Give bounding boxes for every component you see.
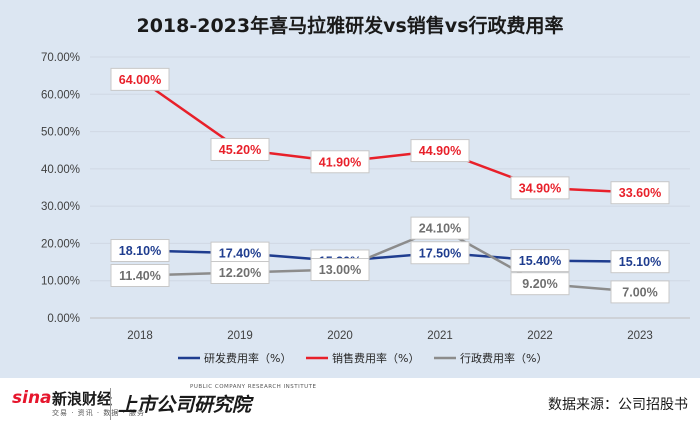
sina-logo: sina [12, 388, 52, 408]
data-label: 41.90% [310, 150, 370, 174]
sina-finance-name: 新浪财经 [52, 390, 113, 408]
x-tick-label: 2018 [127, 330, 153, 342]
y-tick-label: 60.00% [41, 89, 80, 101]
x-tick-label: 2023 [627, 330, 653, 342]
data-label-text: 7.00% [622, 285, 657, 299]
data-label-text: 13.00% [319, 263, 361, 277]
data-label: 44.90% [410, 139, 470, 163]
data-label-box [310, 258, 370, 282]
data-label-box [410, 139, 470, 163]
data-label: 17.50% [410, 241, 470, 265]
data-label: 9.20% [510, 272, 570, 296]
legend-item: 行政费用率（%） [434, 351, 547, 365]
y-tick-label: 70.00% [41, 52, 80, 64]
data-label-text: 64.00% [119, 73, 161, 87]
data-label: 24.10% [410, 216, 470, 240]
data-label-text: 33.60% [619, 186, 661, 200]
data-label-text: 11.40% [119, 269, 161, 283]
series-line-1 [139, 78, 641, 194]
data-label-text: 17.50% [419, 246, 461, 260]
legend-label: 销售费用率（%） [332, 351, 419, 365]
data-label-text: 44.90% [419, 144, 461, 158]
data-label: 64.00% [110, 67, 170, 91]
brand-divider [110, 388, 111, 420]
data-label-box [510, 176, 570, 200]
data-label: 17.40% [210, 241, 270, 265]
data-label: 34.90% [510, 176, 570, 200]
data-labels: 18.10%17.40%15.30%17.50%15.40%15.10%64.0… [110, 67, 670, 304]
data-label-text: 12.20% [219, 266, 261, 280]
x-tick-label: 2020 [327, 330, 353, 342]
grid-layer [90, 56, 690, 319]
data-label: 15.40% [510, 249, 570, 273]
data-label-box [310, 150, 370, 174]
data-label-text: 41.90% [319, 155, 361, 169]
data-label-box [210, 261, 270, 285]
data-label-text: 17.40% [219, 247, 261, 261]
data-label: 13.00% [310, 258, 370, 282]
y-axis-ticks: 0.00% 10.00% 20.00% 30.00% 40.00% 50.00% 60.00… [41, 52, 80, 325]
x-axis-ticks: 2018 2019 2020 2021 2022 2023 [127, 330, 653, 342]
legend-item: 销售费用率（%） [306, 351, 419, 365]
data-label-text: 18.10% [119, 244, 161, 258]
data-label: 12.20% [210, 261, 270, 285]
data-source: 数据来源：公司招股书 [548, 397, 688, 413]
x-tick-label: 2019 [227, 330, 253, 342]
data-label-text: 24.10% [419, 222, 461, 236]
sina-tagline: 交易 · 资讯 · 数据 · 服务 [52, 409, 146, 417]
y-tick-label: 20.00% [41, 238, 80, 250]
x-tick-label: 2022 [527, 330, 553, 342]
data-label-text: 15.10% [619, 255, 661, 269]
y-tick-label: 10.00% [41, 276, 80, 288]
data-label: 11.40% [110, 263, 170, 287]
legend-label: 研发费用率（%） [204, 351, 291, 365]
data-label-box [410, 216, 470, 240]
data-label-text: 9.20% [522, 277, 557, 291]
data-label-box [510, 272, 570, 296]
data-label: 33.60% [610, 181, 670, 205]
data-label-box [110, 67, 170, 91]
data-label: 7.00% [610, 280, 670, 304]
data-label-box [210, 137, 270, 161]
footer: sina 新浪财经 交易 · 资讯 · 数据 · 服务 PUBLIC COMPA… [0, 378, 700, 433]
data-label-text: 45.20% [219, 143, 261, 157]
institute-english-name: PUBLIC COMPANY RESEARCH INSTITUTE [190, 384, 317, 390]
data-label: 18.10% [110, 239, 170, 263]
data-label: 45.20% [210, 137, 270, 161]
legend-item: 研发费用率（%） [178, 351, 291, 365]
y-tick-label: 0.00% [47, 313, 80, 325]
y-tick-label: 50.00% [41, 127, 80, 139]
data-label-text: 15.40% [519, 254, 561, 268]
data-label-box [610, 250, 670, 274]
legend-label: 行政费用率（%） [460, 351, 547, 365]
y-tick-label: 40.00% [41, 164, 80, 176]
data-label-box [110, 239, 170, 263]
data-label-box [510, 249, 570, 273]
legend: 研发费用率（%） 销售费用率（%） 行政费用率（%） [178, 351, 547, 365]
data-label-text: 34.90% [519, 181, 561, 195]
data-label-box [610, 280, 670, 304]
data-label-box [410, 241, 470, 265]
institute-name: 上市公司研究院 [118, 394, 252, 416]
x-tick-label: 2021 [427, 330, 453, 342]
chart-title: 2018-2023年喜马拉雅研发vs销售vs行政费用率 [136, 14, 563, 37]
data-label-box [110, 263, 170, 287]
chart-canvas: 2018-2023年喜马拉雅研发vs销售vs行政费用率 0.00% 10.00% 2… [41, 14, 690, 365]
data-label: 15.10% [610, 250, 670, 274]
y-tick-label: 30.00% [41, 201, 80, 213]
data-label-box [610, 181, 670, 205]
